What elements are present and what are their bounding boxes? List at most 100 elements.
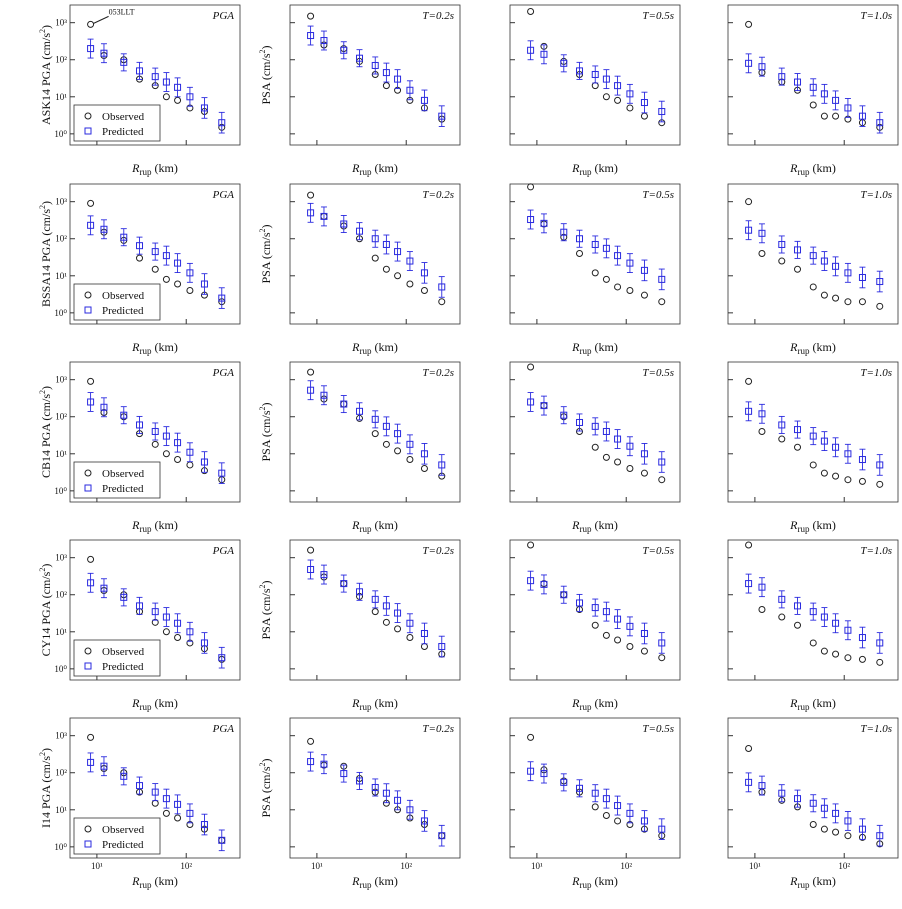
predicted-point [356, 588, 364, 596]
y-tick-label: 10⁰ [54, 486, 67, 496]
panel-title: T=1.0s [860, 723, 892, 735]
observed-point [602, 93, 610, 101]
predicted-point [100, 49, 108, 57]
legend-swatch [84, 484, 92, 492]
x-label-part: R [571, 161, 580, 175]
predicted-point [591, 789, 599, 797]
error-bar [438, 635, 445, 658]
predicted-point [820, 90, 828, 98]
predicted-point [438, 832, 446, 840]
predicted-point [540, 770, 548, 778]
error-bar [372, 778, 379, 797]
panel: 10¹ 10² T=1.0s Rrup (km) [727, 717, 899, 890]
error-bar [218, 646, 225, 669]
error-bar [356, 771, 363, 790]
predicted-point [320, 212, 328, 220]
observed-point [371, 608, 379, 616]
predicted-point [394, 430, 402, 438]
panel-title: PGA [212, 367, 235, 379]
observed-point [174, 280, 182, 288]
y-label-part: PSA (cm/s [259, 588, 273, 639]
error-bar [136, 776, 143, 795]
plot-frame [727, 4, 899, 146]
y-tick-label: 10¹ [55, 271, 67, 281]
predicted-point [794, 246, 802, 254]
observed-point [591, 621, 599, 629]
legend-label: Predicted [102, 305, 144, 317]
y-label-part: 2 [258, 228, 267, 232]
predicted-point [576, 418, 584, 426]
observed-point [162, 628, 170, 636]
x-label-part: rup [140, 167, 152, 177]
error-bar [745, 573, 752, 594]
x-label-part: R [789, 340, 798, 354]
predicted-point [218, 469, 226, 477]
predicted-point [420, 96, 428, 104]
observed-point [307, 191, 315, 199]
predicted-point [100, 225, 108, 233]
x-axis-label: Rrup (km) [571, 518, 618, 534]
predicted-point [218, 119, 226, 127]
observed-point [151, 799, 159, 807]
error-bar [201, 632, 208, 654]
error-bar [794, 596, 801, 615]
predicted-point [658, 458, 666, 466]
predicted-point [794, 795, 802, 803]
y-axis-label: PSA (cm/s2) [258, 224, 273, 283]
x-label-part: (km) [152, 340, 178, 354]
x-label-part: (km) [592, 696, 618, 710]
observed-point [87, 555, 95, 563]
legend-box [73, 639, 161, 677]
y-axis-label: CB14 PGA (cm/s2) [38, 386, 53, 478]
x-label-part: (km) [592, 340, 618, 354]
predicted-point [151, 427, 159, 435]
x-label-part: rup [580, 524, 592, 534]
error-bar [174, 794, 181, 815]
predicted-point [420, 629, 428, 637]
error-bar [592, 235, 599, 254]
x-label-part: (km) [810, 696, 836, 710]
observed-point [307, 12, 315, 20]
y-tick-label: 10¹ [55, 92, 67, 102]
error-bar [758, 403, 765, 424]
predicted-point [186, 628, 194, 636]
predicted-point [218, 654, 226, 662]
predicted-point [820, 257, 828, 265]
predicted-point [406, 806, 414, 814]
observed-point [371, 254, 379, 262]
panel: T=0.5s Rrup (km) [509, 4, 681, 177]
x-tick-label: 10² [400, 861, 412, 871]
error-bar [120, 767, 127, 786]
predicted-point [120, 233, 128, 241]
predicted-point [527, 398, 535, 406]
y-label-part: CY14 PGA (cm/s [39, 571, 53, 656]
observed-point [527, 733, 535, 741]
y-label-part: BSSA14 PGA (cm/s [39, 209, 53, 307]
observed-point [162, 275, 170, 283]
panel-title: T=0.5s [642, 367, 674, 379]
error-bar [778, 235, 785, 254]
x-label-part: rup [798, 524, 810, 534]
error-bar [87, 38, 94, 59]
error-bar [832, 803, 839, 824]
error-bar [372, 590, 379, 609]
predicted-point [307, 209, 315, 217]
observed-point [394, 272, 402, 280]
x-tick-label: 10² [838, 861, 850, 871]
error-bar [152, 67, 159, 86]
error-bar [394, 603, 401, 623]
observed-point [307, 737, 315, 745]
error-bar [758, 775, 765, 796]
observed-point [87, 733, 95, 741]
observed-point [307, 546, 315, 554]
predicted-point [307, 565, 315, 573]
error-bar [174, 432, 181, 453]
error-bar [876, 270, 883, 293]
x-label-part: rup [798, 702, 810, 712]
predicted-point [371, 783, 379, 791]
predicted-point [778, 595, 786, 603]
error-bar [356, 402, 363, 421]
predicted-point [844, 269, 852, 277]
legend-label: Predicted [102, 126, 144, 138]
